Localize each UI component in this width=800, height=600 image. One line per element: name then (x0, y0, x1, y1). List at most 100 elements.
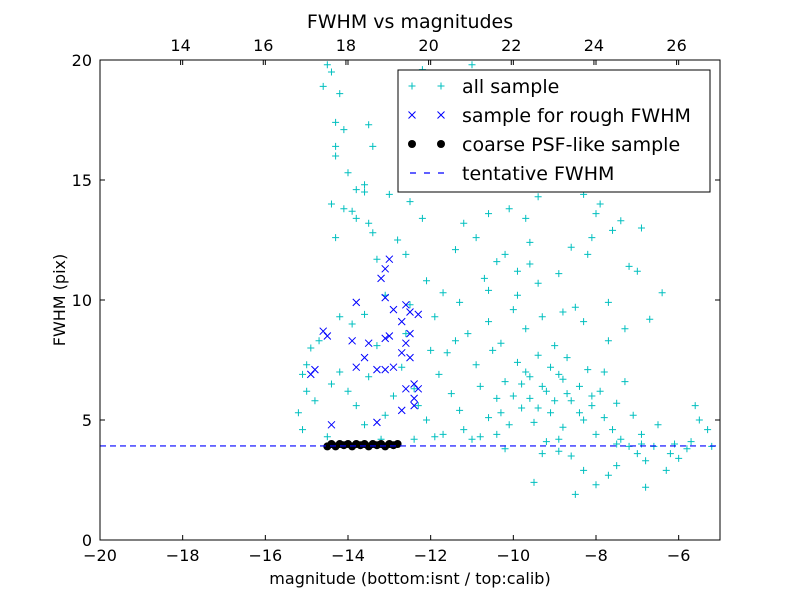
data-point (364, 339, 373, 348)
top-x-tick-label: 26 (666, 36, 686, 55)
data-point (687, 438, 695, 446)
data-point (588, 234, 596, 242)
data-point (361, 310, 369, 318)
data-point (299, 426, 307, 434)
data-point (497, 339, 505, 347)
data-point (460, 426, 468, 434)
data-point (352, 402, 360, 410)
data-point (332, 152, 340, 160)
data-point (365, 373, 373, 381)
data-point (489, 346, 497, 354)
data-point (555, 435, 563, 443)
data-point (596, 387, 604, 395)
data-point (377, 274, 385, 283)
data-point (307, 344, 315, 352)
data-point (542, 387, 550, 395)
data-point (493, 258, 501, 266)
data-point (402, 250, 410, 258)
legend-marker (437, 140, 445, 148)
data-point (410, 435, 418, 443)
data-point (327, 68, 335, 76)
legend-marker (408, 82, 416, 90)
data-point (397, 348, 406, 357)
data-point (534, 404, 542, 412)
data-point (609, 226, 617, 234)
data-point (617, 217, 625, 225)
data-point (625, 262, 633, 270)
data-point (381, 365, 390, 374)
data-point (431, 313, 439, 321)
y-tick-label: 15 (72, 171, 92, 190)
data-point (460, 219, 468, 227)
data-point (352, 298, 361, 307)
data-point (600, 368, 608, 376)
data-point (675, 454, 683, 462)
data-point (609, 426, 617, 434)
data-point (518, 404, 526, 412)
data-point (522, 325, 530, 333)
data-point (658, 289, 666, 297)
data-point (393, 440, 402, 448)
data-point (410, 385, 418, 393)
data-point (526, 394, 534, 402)
data-point (497, 409, 505, 417)
data-point (340, 205, 348, 213)
data-point (323, 433, 331, 441)
data-point (600, 414, 608, 422)
data-point (348, 207, 356, 215)
legend-marker (437, 111, 445, 119)
data-point (385, 255, 394, 264)
data-point (373, 418, 381, 427)
data-point (319, 82, 327, 90)
data-point (513, 291, 521, 299)
data-point (303, 361, 311, 369)
data-point (394, 236, 402, 244)
data-point (571, 490, 579, 498)
data-point (567, 452, 575, 460)
data-point (485, 318, 493, 326)
data-point (406, 198, 414, 206)
legend-entry: coarse PSF-like sample (408, 134, 680, 156)
data-point (629, 411, 637, 419)
data-point (423, 416, 431, 424)
data-point (423, 277, 431, 285)
data-point (381, 334, 390, 343)
data-point (373, 255, 381, 263)
data-point (344, 387, 352, 395)
data-point (580, 416, 588, 424)
data-point (485, 210, 493, 218)
data-point (604, 471, 612, 479)
data-point (397, 317, 406, 326)
data-point (431, 433, 439, 441)
y-axis-title: FWHM (pix) (50, 254, 69, 347)
data-point (604, 298, 612, 306)
data-point (547, 409, 555, 417)
data-point (613, 440, 621, 448)
data-point (642, 457, 650, 465)
data-point (567, 397, 575, 405)
data-point (662, 466, 670, 474)
data-point (551, 397, 559, 405)
data-point (381, 293, 390, 302)
chart-title: FWHM vs magnitudes (307, 11, 513, 33)
data-point (299, 370, 307, 378)
data-point (509, 306, 517, 314)
data-point (456, 406, 464, 414)
data-point (443, 349, 451, 357)
x-tick-label: −20 (83, 546, 117, 565)
data-point (518, 380, 526, 388)
data-point (361, 181, 369, 189)
data-point (414, 384, 423, 393)
data-point (402, 339, 410, 348)
data-point (592, 210, 600, 218)
data-point (485, 286, 493, 294)
data-point (563, 390, 571, 398)
data-point (406, 308, 414, 316)
data-point (385, 190, 393, 198)
data-point (476, 382, 484, 390)
legend-label: all sample (462, 76, 559, 98)
data-point (418, 214, 426, 222)
data-point (348, 320, 356, 328)
data-point (365, 121, 373, 129)
x-tick-label: −12 (414, 546, 448, 565)
